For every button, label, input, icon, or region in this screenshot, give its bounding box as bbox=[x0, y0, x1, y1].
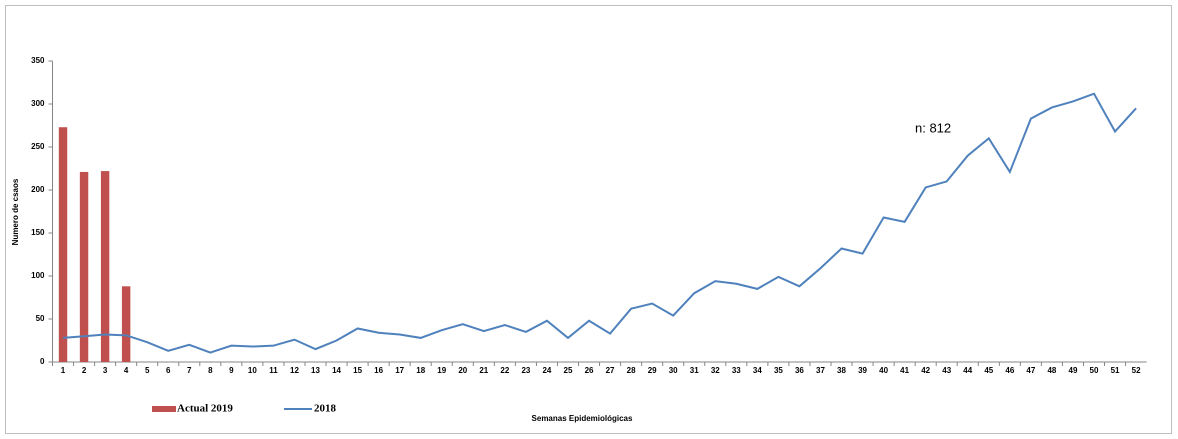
legend-label: Actual 2019 bbox=[177, 403, 233, 415]
y-tick-label: 50 bbox=[36, 314, 45, 323]
x-tick-label: 40 bbox=[879, 366, 888, 375]
x-tick-label: 33 bbox=[732, 366, 741, 375]
annotation: n: 812 bbox=[915, 120, 951, 135]
x-tick-label: 30 bbox=[669, 366, 678, 375]
legend: Actual 2019 2018 bbox=[152, 403, 337, 415]
x-tick-label: 16 bbox=[374, 366, 383, 375]
x-tick-label: 42 bbox=[921, 366, 930, 375]
x-tick-label: 49 bbox=[1069, 366, 1078, 375]
legend-swatch bbox=[152, 406, 176, 412]
x-tick-label: 45 bbox=[984, 366, 993, 375]
x-tick-label: 7 bbox=[187, 366, 192, 375]
x-tick-label: 52 bbox=[1132, 366, 1141, 375]
x-tick-label: 19 bbox=[437, 366, 446, 375]
y-tick-label: 100 bbox=[31, 271, 45, 280]
x-tick-label: 8 bbox=[208, 366, 213, 375]
x-tick-label: 31 bbox=[690, 366, 699, 375]
x-tick-label: 10 bbox=[248, 366, 257, 375]
x-tick-label: 44 bbox=[963, 366, 972, 375]
x-tick-label: 21 bbox=[479, 366, 488, 375]
x-tick-label: 1 bbox=[61, 366, 66, 375]
bar bbox=[58, 127, 68, 362]
x-tick-label: 11 bbox=[269, 366, 278, 375]
x-tick-label: 25 bbox=[564, 366, 573, 375]
y-tick-label: 150 bbox=[31, 228, 45, 237]
x-tick-label: 48 bbox=[1047, 366, 1056, 375]
x-tick-label: 43 bbox=[942, 366, 951, 375]
x-tick-label: 41 bbox=[900, 366, 909, 375]
x-tick-label: 14 bbox=[332, 366, 341, 375]
x-tick-label: 24 bbox=[542, 366, 551, 375]
bar bbox=[121, 286, 131, 362]
x-tick-label: 13 bbox=[311, 366, 320, 375]
x-tick-label: 5 bbox=[145, 366, 150, 375]
legend-label: 2018 bbox=[314, 403, 337, 415]
x-tick-label: 38 bbox=[837, 366, 846, 375]
x-tick-label: 51 bbox=[1111, 366, 1120, 375]
x-tick-label: 20 bbox=[458, 366, 467, 375]
x-tick-label: 34 bbox=[753, 366, 762, 375]
x-tick-label: 3 bbox=[103, 366, 108, 375]
x-axis-title: Semanas Epidemiológicas bbox=[532, 414, 633, 423]
x-tick-label: 28 bbox=[627, 366, 636, 375]
x-tick-label: 23 bbox=[521, 366, 530, 375]
x-tick-label: 17 bbox=[395, 366, 404, 375]
x-tick-label: 22 bbox=[500, 366, 509, 375]
y-tick-label: 300 bbox=[31, 99, 45, 108]
bar bbox=[100, 171, 110, 362]
x-tick-label: 50 bbox=[1090, 366, 1099, 375]
x-tick-label: 4 bbox=[124, 366, 129, 375]
x-tick-label: 46 bbox=[1005, 366, 1014, 375]
x-tick-label: 6 bbox=[166, 366, 171, 375]
x-tick-label: 18 bbox=[416, 366, 425, 375]
x-tick-label: 39 bbox=[858, 366, 867, 375]
x-tick-label: 35 bbox=[774, 366, 783, 375]
x-tick-label: 27 bbox=[606, 366, 615, 375]
x-tick-label: 2 bbox=[82, 366, 87, 375]
x-tick-label: 47 bbox=[1026, 366, 1035, 375]
chart-border bbox=[5, 5, 1172, 434]
x-tick-label: 9 bbox=[229, 366, 234, 375]
x-tick-label: 36 bbox=[795, 366, 804, 375]
x-tick-label: 26 bbox=[585, 366, 594, 375]
x-tick-label: 15 bbox=[353, 366, 362, 375]
x-tick-label: 32 bbox=[711, 366, 720, 375]
bar bbox=[79, 171, 89, 362]
x-tick-label: 12 bbox=[290, 366, 299, 375]
y-tick-label: 350 bbox=[31, 56, 45, 65]
x-tick-label: 37 bbox=[816, 366, 825, 375]
y-axis-title: Numero de csaos bbox=[11, 178, 20, 245]
y-tick-label: 250 bbox=[31, 142, 45, 151]
y-tick-label: 0 bbox=[40, 357, 45, 366]
line bbox=[62, 92, 1137, 354]
y-tick-label: 200 bbox=[31, 185, 45, 194]
x-tick-label: 29 bbox=[648, 366, 657, 375]
